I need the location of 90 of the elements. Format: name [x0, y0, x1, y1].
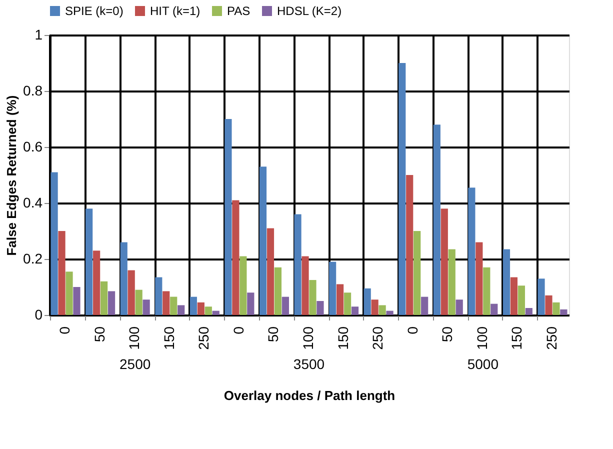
bar: [224, 119, 232, 315]
bar: [525, 308, 532, 315]
x-tick-label: 150: [160, 326, 177, 350]
bar: [309, 280, 316, 315]
bar: [378, 305, 386, 315]
bar: [266, 228, 274, 315]
bar: [490, 304, 498, 315]
bar: [302, 256, 309, 315]
bar: [247, 292, 254, 315]
x-tick-label: 250: [370, 326, 386, 350]
x-tick-label: 50: [91, 326, 108, 342]
bar: [259, 166, 267, 315]
bar: [170, 296, 178, 315]
x-axis-title: Overlay nodes / Path length: [224, 388, 396, 403]
bar: [552, 302, 560, 315]
bar: [351, 306, 359, 315]
bar: [440, 208, 448, 315]
legend-label: SPIE (k=0): [65, 4, 124, 18]
x-tick-label: 50: [439, 326, 456, 342]
y-tick-label: 0.6: [23, 138, 43, 154]
y-tick-label: 0.4: [23, 194, 43, 210]
bar: [212, 310, 220, 315]
bar: [162, 291, 170, 315]
legend-label: HIT (k=1): [150, 4, 200, 18]
bar: [120, 242, 128, 315]
legend-label: PAS: [227, 4, 250, 18]
bar: [282, 296, 289, 315]
bar: [406, 175, 414, 315]
y-tick-label: 1: [34, 26, 43, 42]
bar: [232, 200, 240, 315]
x-tick-label: 250: [196, 326, 212, 350]
bar: [336, 284, 344, 315]
y-tick-label: 0: [34, 306, 43, 322]
bar: [329, 262, 336, 315]
bar: [240, 256, 247, 315]
x-tick-label: 0: [56, 326, 73, 334]
x-tick-label: 100: [300, 326, 316, 350]
x-tick-label: 0: [404, 326, 420, 334]
bar: [518, 286, 525, 315]
bar: [128, 270, 135, 315]
bar: [468, 188, 476, 315]
bar: [316, 301, 324, 315]
bar: [364, 288, 371, 315]
bar: [155, 277, 162, 315]
bar: [560, 309, 568, 315]
bar: [371, 300, 378, 315]
y-tick-label: 0.2: [23, 250, 43, 266]
x-tick-label: 0: [230, 326, 246, 334]
bar: [86, 208, 93, 315]
bar: [483, 267, 490, 315]
bar: [274, 267, 282, 315]
bar: [66, 272, 73, 315]
bar: [190, 296, 197, 315]
bar: [448, 249, 456, 315]
bar: [456, 300, 463, 315]
bar: [386, 310, 394, 315]
bar: [344, 292, 352, 315]
x-tick-label: 50: [265, 326, 282, 342]
text: 2500: [120, 356, 151, 372]
bar: [414, 231, 421, 315]
bar: [135, 290, 142, 315]
bar: [50, 172, 58, 315]
text: 5000: [467, 356, 499, 372]
x-tick-label: 150: [334, 326, 351, 350]
bar: [142, 300, 150, 315]
bar: [398, 63, 406, 315]
bar: [100, 281, 108, 315]
x-tick-label: 150: [508, 326, 525, 350]
bar: [197, 302, 204, 315]
x-tick-label: 100: [126, 326, 142, 350]
x-tick-label: 250: [543, 326, 560, 350]
bar: [421, 296, 428, 315]
bar: [294, 214, 302, 315]
bar: [433, 124, 440, 315]
y-tick-label: 0.8: [23, 82, 43, 98]
bar: [108, 291, 116, 315]
bar: [204, 306, 212, 315]
x-tick-label: 100: [474, 326, 490, 350]
bar: [476, 242, 483, 315]
bar: [545, 295, 552, 315]
text: 3500: [293, 356, 325, 372]
bar: [538, 278, 545, 315]
y-axis-title: False Edges Returned (%): [4, 95, 20, 256]
legend-label: HDSL (K=2): [277, 4, 342, 18]
bar: [58, 231, 66, 315]
bar: [510, 277, 518, 315]
bar: [93, 250, 100, 315]
bar: [178, 305, 185, 315]
bar: [502, 249, 510, 315]
bar: [73, 287, 80, 315]
